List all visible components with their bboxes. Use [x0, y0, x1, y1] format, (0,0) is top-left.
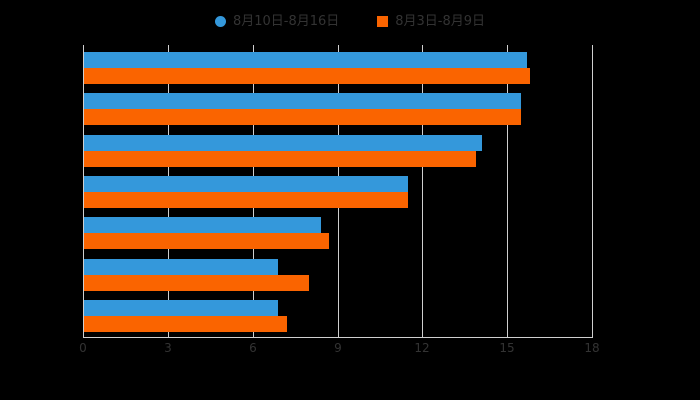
x-tick-label: 12	[414, 341, 430, 355]
bar-series-2[interactable]	[84, 192, 408, 208]
x-tick-label: 0	[79, 341, 87, 355]
y-axis-line	[83, 45, 84, 338]
bar-series-1[interactable]	[84, 93, 521, 109]
legend-item-series-2[interactable]: 8月3日-8月9日	[377, 15, 485, 28]
bar-series-2[interactable]	[84, 109, 521, 125]
legend-item-series-1[interactable]: 8月10日-8月16日	[214, 13, 340, 29]
gridline-12	[422, 45, 423, 338]
bar-series-2[interactable]	[84, 275, 309, 291]
bar-series-1[interactable]	[84, 135, 482, 151]
chart-legend: 8月10日-8月16日 8月3日-8月9日	[0, 8, 700, 34]
x-tick-label: 9	[334, 341, 342, 355]
x-tick-label: 3	[164, 341, 172, 355]
legend-label-series-2: 8月3日-8月9日	[395, 13, 486, 29]
bar-series-1[interactable]	[84, 217, 321, 233]
x-tick-label: 6	[249, 341, 257, 355]
gridline-15	[507, 45, 508, 338]
bar-series-1[interactable]	[84, 300, 278, 316]
bar-series-2[interactable]	[84, 151, 476, 167]
legend-marker-square-icon	[377, 15, 389, 27]
bar-series-1[interactable]	[84, 52, 527, 68]
bar-series-2[interactable]	[84, 233, 329, 249]
bar-series-2[interactable]	[84, 316, 287, 332]
bar-series-2[interactable]	[84, 68, 530, 84]
x-tick-label: 18	[584, 341, 600, 355]
bar-series-1[interactable]	[84, 176, 408, 192]
gridline-18	[592, 45, 593, 338]
x-tick-label: 15	[499, 341, 515, 355]
legend-marker-circle-icon	[214, 15, 226, 27]
bar-series-1[interactable]	[84, 259, 278, 275]
legend-label-series-1: 8月10日-8月16日	[232, 13, 340, 29]
